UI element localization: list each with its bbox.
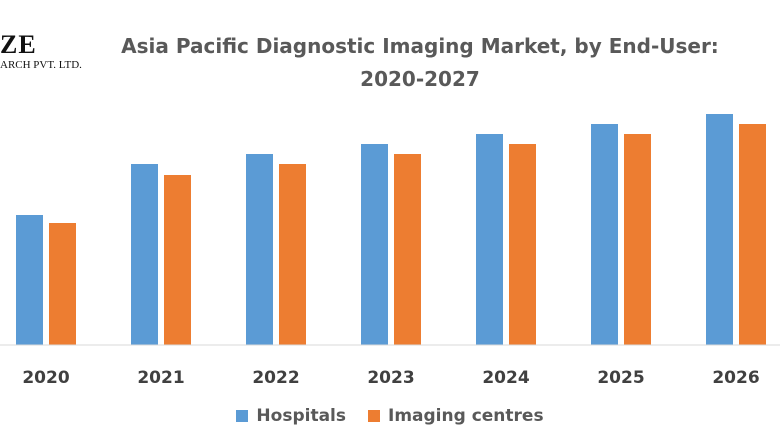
chart-title-line2: 2020-2027 — [360, 67, 480, 91]
bar-imaging-centres-2023 — [394, 154, 421, 345]
chart-title-line1: Asia Pacific Diagnostic Imaging Market, … — [121, 34, 719, 58]
logo-subtitle: ARCH PVT. LTD. — [0, 59, 82, 71]
legend-swatch-hospitals — [236, 410, 249, 422]
chart-title: Asia Pacific Diagnostic Imaging Market, … — [100, 30, 740, 96]
bar-imaging-centres-2026 — [739, 124, 766, 345]
x-tick-label-2022: 2022 — [252, 368, 299, 388]
bar-hospitals-2023 — [361, 144, 388, 345]
legend-item-hospitals: Hospitals — [236, 406, 346, 426]
bar-imaging-centres-2020 — [49, 223, 76, 345]
bar-hospitals-2022 — [246, 154, 273, 345]
legend-item-imaging-centres: Imaging centres — [368, 406, 544, 426]
bar-imaging-centres-2025 — [624, 134, 651, 345]
x-tick-label-2020: 2020 — [22, 368, 69, 388]
x-tick-label-2023: 2023 — [367, 368, 414, 388]
legend-label-hospitals: Hospitals — [256, 406, 346, 426]
logo-wordmark: ZE — [0, 30, 37, 59]
bar-imaging-centres-2021 — [164, 175, 191, 345]
legend-swatch-imaging-centres — [368, 410, 380, 422]
x-tick-label-2021: 2021 — [137, 368, 184, 388]
x-tick-label-2024: 2024 — [482, 368, 529, 388]
bar-imaging-centres-2024 — [509, 144, 536, 345]
bar-hospitals-2021 — [131, 164, 158, 345]
bar-hospitals-2020 — [16, 215, 43, 345]
bar-imaging-centres-2022 — [279, 164, 306, 345]
legend: Hospitals Imaging centres — [0, 406, 780, 426]
x-tick-label-2026: 2026 — [712, 368, 759, 388]
x-tick-label-2025: 2025 — [597, 368, 644, 388]
company-logo: ZE ARCH PVT. LTD. — [0, 30, 90, 74]
bar-hospitals-2026 — [706, 114, 733, 345]
bar-hospitals-2025 — [591, 124, 618, 345]
bar-hospitals-2024 — [476, 134, 503, 345]
legend-label-imaging-centres: Imaging centres — [388, 406, 544, 426]
